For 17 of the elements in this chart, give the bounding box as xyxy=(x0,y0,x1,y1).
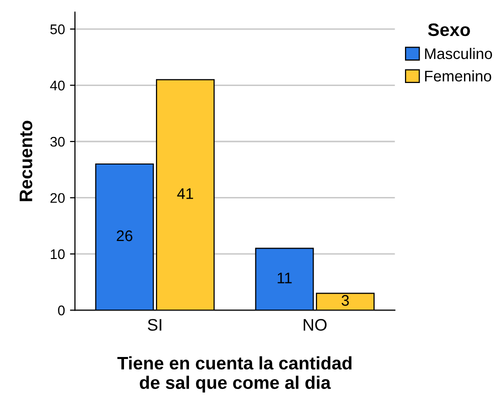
y-tick-label: 20 xyxy=(50,193,65,203)
y-tick-label: 50 xyxy=(50,24,65,34)
y-tick-label: 30 xyxy=(50,136,65,147)
legend-label: Femenino xyxy=(425,70,492,82)
data-label: 3 xyxy=(342,295,349,306)
x-tick-label: SI xyxy=(148,318,162,331)
data-label: 26 xyxy=(116,230,132,242)
y-axis-title: Recuento xyxy=(20,120,32,202)
data-label: 11 xyxy=(278,272,292,284)
legend-label: Masculino xyxy=(425,48,492,60)
data-label: 41 xyxy=(177,188,194,199)
y-tick-label: 10 xyxy=(50,249,65,260)
y-tick-label: 0 xyxy=(58,306,65,316)
x-tick-label: NO xyxy=(304,318,327,331)
x-axis-title: Tiene en cuenta la cantidad de sal que come al dia xyxy=(117,356,352,393)
legend-title: Sexo xyxy=(428,23,470,36)
y-tick-label: 40 xyxy=(50,80,65,90)
